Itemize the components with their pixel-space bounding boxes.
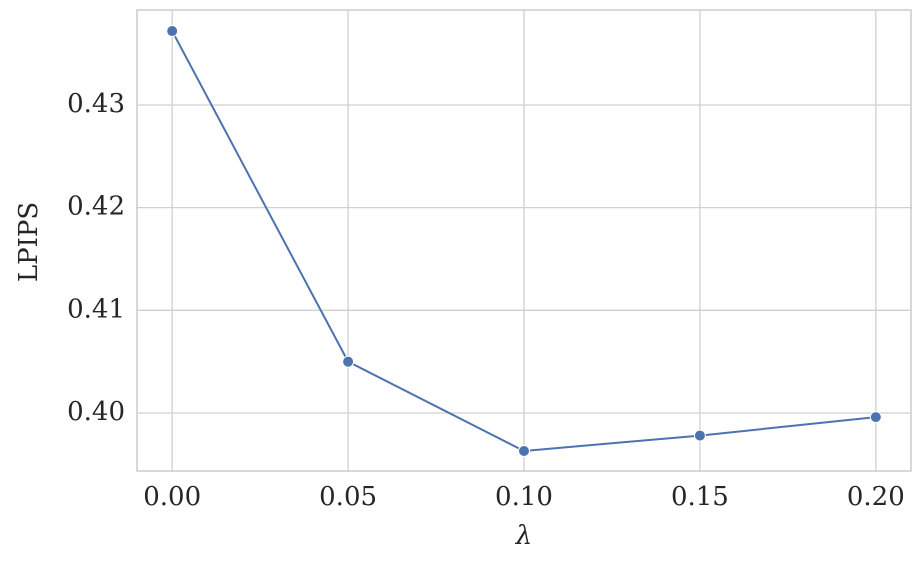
x-tick-label: 0.20 (847, 482, 905, 512)
marker (166, 25, 179, 38)
y-axis-label: LPIPS (14, 202, 44, 282)
y-tick-label: 0.41 (67, 294, 125, 324)
y-tick-label: 0.43 (67, 89, 125, 119)
marker (693, 429, 706, 442)
marker (869, 411, 882, 424)
x-tick-label: 0.05 (319, 482, 377, 512)
x-tick-label: 0.15 (671, 482, 729, 512)
y-tick-label: 0.42 (67, 192, 125, 222)
x-tick-label: 0.10 (495, 482, 553, 512)
marker (342, 355, 355, 368)
x-axis-label: λ (515, 521, 532, 551)
plot-frame (136, 9, 912, 472)
x-tick-label: 0.00 (143, 482, 201, 512)
marker (518, 444, 530, 457)
y-tick-label: 0.40 (67, 397, 125, 427)
